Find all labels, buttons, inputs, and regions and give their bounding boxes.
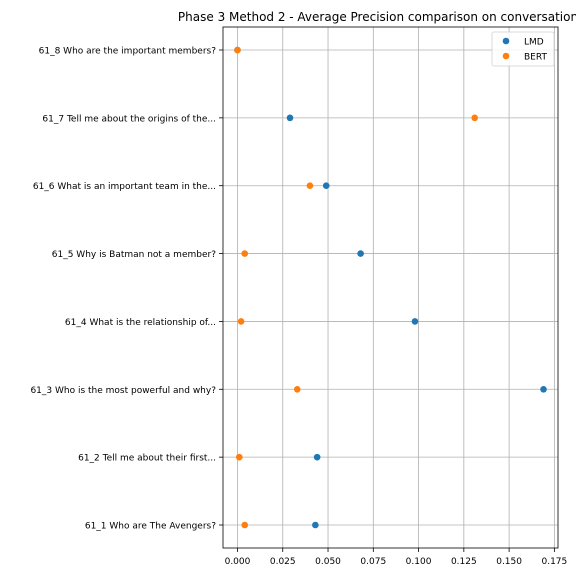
x-tick-label: 0.000 (225, 557, 251, 567)
bert-point (237, 318, 245, 325)
legend-label: BERT (524, 53, 547, 63)
y-tick-label: 61_8 Who are the important members? (39, 47, 217, 57)
legend-label: LMD (524, 38, 544, 48)
lmd-point (411, 318, 419, 325)
plot-frame (222, 26, 559, 549)
bert-point (471, 114, 479, 122)
x-tick-label: 0.050 (315, 557, 341, 567)
y-tick-label: 61_6 What is an important team in the... (33, 182, 216, 192)
lmd-point (313, 453, 321, 461)
bert-point (234, 46, 241, 54)
lmd-point (312, 521, 319, 529)
lmd-point (286, 114, 294, 122)
legend-marker (502, 37, 510, 45)
chart-title: Phase 3 Method 2 - Average Precision com… (178, 10, 576, 24)
y-tick-label: 61_4 What is the relationship of... (65, 318, 216, 328)
y-tick-label: 61_5 Why is Batman not a member? (52, 250, 216, 260)
y-tick-label: 61_7 Tell me about the origins of the... (42, 114, 216, 124)
data-points (234, 46, 547, 529)
grid (223, 27, 558, 548)
legend-marker (502, 52, 510, 60)
bert-point (235, 453, 243, 461)
lmd-point (357, 250, 364, 257)
bert-point (241, 521, 249, 529)
bert-point (306, 182, 314, 190)
x-tick-label: 0.025 (270, 557, 296, 567)
bert-point (241, 250, 249, 257)
x-tick-label: 0.125 (451, 557, 477, 567)
y-tick-label: 61_1 Who are The Avengers? (85, 522, 216, 532)
bert-point (293, 385, 301, 393)
axis-ticks: 0.000 0.025 0.050 0.075 0.100 0.125 0.150 0.175… (30, 47, 567, 568)
y-tick-label: 61_2 Tell me about their first... (78, 454, 216, 464)
legend: LMD BERT (491, 31, 555, 67)
x-tick-label: 0.175 (541, 557, 567, 567)
lmd-point (540, 385, 547, 393)
x-tick-label: 0.075 (360, 557, 386, 567)
y-tick-label: 61_3 Who is the most powerful and why? (30, 386, 216, 396)
x-tick-label: 0.150 (496, 557, 522, 567)
x-tick-label: 0.100 (406, 557, 432, 567)
lmd-point (322, 182, 330, 190)
